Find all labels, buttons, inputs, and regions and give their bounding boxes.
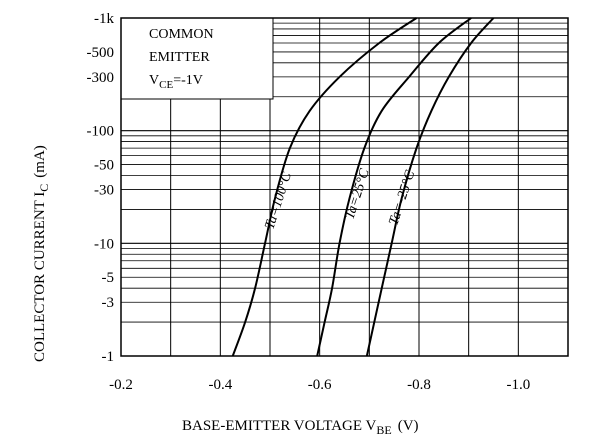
y-tick-label: -30 [94, 183, 114, 199]
legend-vce: VCE=-1V [149, 73, 203, 91]
y-tick-label: -300 [87, 70, 115, 86]
grid [121, 18, 568, 356]
x-tick-label: -0.8 [407, 377, 431, 393]
series-line-1 [316, 17, 472, 357]
curve-labels: Ta=100°C Ta=25°C Ta=-25°C [263, 167, 419, 232]
legend-line-1: COMMON [149, 27, 214, 42]
x-axis-title: BASE-EMITTER VOLTAGE VBE (V) [182, 418, 419, 437]
curve-label-ta-100: Ta=100°C [263, 170, 296, 231]
x-tick-label: -0.2 [109, 377, 133, 393]
y-tick-label: -1 [102, 349, 115, 365]
legend-box [120, 17, 274, 100]
x-tick-label: -1.0 [506, 377, 530, 393]
series-line-0 [231, 17, 418, 357]
y-tick-label: -1k [94, 11, 114, 27]
curve-label-ta-minus-25: Ta=-25°C [387, 168, 419, 227]
curves [231, 17, 495, 357]
plot-frame [120, 17, 569, 357]
x-tick-label: -0.4 [208, 377, 232, 393]
y-tick-label: -10 [94, 236, 114, 252]
x-tick-label: -0.6 [308, 377, 332, 393]
y-axis-title: COLLECTOR CURRENT IC(mA) [32, 145, 51, 362]
y-tick-label: -100 [87, 124, 115, 140]
legend: COMMON EMITTER VCE=-1V [120, 17, 274, 100]
tick-labels: -0.2 -0.4 -0.6 -0.8 -1.0 -1 -3 -5 -10 -30 -50 -100 -… [87, 11, 531, 393]
y-tick-label: -3 [102, 295, 115, 311]
legend-line-2: EMITTER [149, 50, 210, 65]
series-line-2 [365, 17, 495, 357]
y-tick-label: -50 [94, 158, 114, 174]
y-tick-label: -5 [102, 270, 115, 286]
curve-label-ta-25: Ta=25°C [343, 167, 374, 222]
y-tick-label: -500 [87, 45, 115, 61]
